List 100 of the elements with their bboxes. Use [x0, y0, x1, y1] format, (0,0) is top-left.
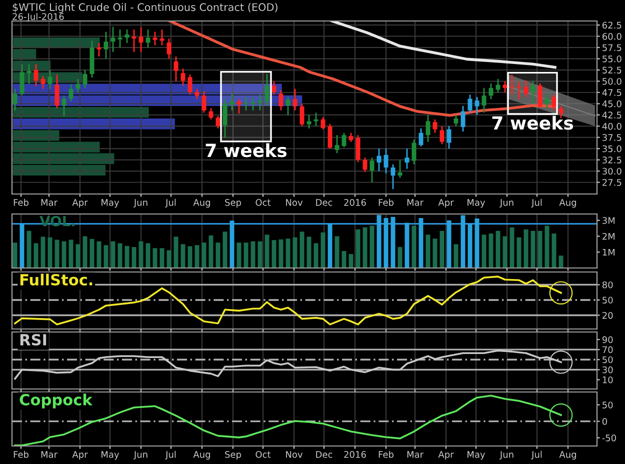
y-tick-label: 60.0	[602, 33, 622, 40]
x-tick-label: Sep	[225, 451, 242, 460]
bar	[104, 245, 108, 268]
candlestick	[538, 82, 542, 109]
candlestick	[146, 28, 150, 48]
bar	[404, 222, 410, 268]
x-tick-label: Aug	[559, 451, 576, 460]
candlestick	[264, 73, 270, 107]
line-series	[330, 21, 556, 69]
candlestick	[370, 156, 374, 184]
y-tick-label: 50	[602, 296, 613, 304]
y-tick-label: 47.5	[602, 89, 622, 96]
x-tick-label: Sep	[225, 199, 242, 208]
chart-title: RSI	[20, 334, 46, 346]
x-tick-label: May	[468, 451, 486, 460]
y-tick-label: 10	[602, 376, 613, 384]
candlestick	[12, 88, 18, 112]
candlestick	[76, 78, 80, 94]
bar	[124, 246, 130, 268]
x-tick-label: 2016	[344, 199, 366, 206]
bar	[390, 216, 396, 268]
candlestick	[258, 94, 262, 112]
bar	[300, 232, 304, 268]
chart-title: $WTIC Light Crude Oil - Continuous Contract (EOD)	[12, 3, 278, 14]
candlestick	[412, 138, 416, 166]
y-tick-label: 30.0	[602, 168, 622, 175]
candlestick	[20, 63, 24, 96]
band-label: 7 weeks	[492, 116, 574, 130]
x-tick-label: Jul	[531, 198, 542, 208]
x-tick-label: Oct	[256, 451, 271, 458]
candlestick	[524, 80, 528, 98]
candlestick	[48, 69, 52, 90]
bar	[250, 241, 256, 268]
x-tick-label: Apr	[438, 451, 454, 460]
x-tick-label: Nov	[286, 199, 303, 206]
bar	[510, 227, 514, 268]
candlestick	[300, 102, 304, 127]
bar	[454, 244, 458, 268]
x-tick-label: Feb	[14, 198, 28, 206]
y-tick-label: 20	[602, 312, 613, 319]
x-tick-label: Mar	[407, 199, 424, 206]
bar	[216, 242, 220, 268]
candlestick	[328, 123, 332, 150]
candlestick	[104, 31, 108, 60]
candlestick	[468, 94, 472, 114]
y-tick-label: 0	[602, 418, 608, 425]
bar	[180, 244, 186, 268]
candlestick	[488, 82, 494, 100]
bar	[90, 238, 94, 268]
candlestick	[188, 74, 192, 96]
candlestick	[34, 63, 38, 87]
bar	[166, 250, 172, 268]
candlestick	[314, 112, 318, 127]
candlestick	[440, 125, 444, 145]
bar	[488, 234, 494, 268]
x-tick-label: Aug	[193, 199, 210, 208]
y-tick-label: 55.0	[602, 55, 622, 62]
x-tick-label: 2016	[344, 451, 366, 458]
candlestick	[166, 38, 172, 60]
bar	[258, 241, 262, 268]
bar	[558, 256, 564, 268]
bar	[530, 230, 536, 268]
y-tick-label: 50	[602, 402, 613, 408]
y-tick-label: 1M	[602, 248, 615, 256]
candlestick	[278, 90, 284, 112]
candlestick	[244, 96, 248, 112]
bar	[152, 248, 158, 268]
y-tick-label: 2M	[602, 232, 615, 240]
candlestick	[180, 68, 186, 86]
x-tick-label: Jun	[499, 451, 514, 460]
bar	[440, 230, 444, 268]
y-tick-label: 27.5	[602, 179, 622, 186]
x-tick-label: Mar	[407, 451, 424, 458]
candlestick	[54, 74, 60, 109]
y-tick-label: 62.5	[602, 22, 622, 29]
y-tick-label: 42.5	[602, 112, 622, 118]
bar	[496, 230, 500, 268]
candlestick	[510, 74, 514, 96]
candlestick	[404, 148, 410, 170]
bar	[356, 229, 360, 268]
candlestick	[174, 56, 178, 82]
candlestick	[482, 87, 486, 114]
bar	[306, 236, 312, 268]
candlestick	[342, 132, 346, 148]
bar	[54, 240, 60, 268]
candlestick	[230, 93, 234, 112]
candlestick	[306, 114, 312, 130]
candlestick	[432, 118, 438, 134]
bar	[118, 243, 122, 268]
chart-title: Coppock	[20, 394, 93, 408]
y-tick-label: 35.0	[602, 145, 622, 152]
x-tick-label: Aug	[193, 451, 210, 460]
candlestick	[334, 134, 340, 154]
bar	[244, 242, 248, 268]
candlestick	[384, 148, 388, 174]
y-tick-label: 80	[602, 281, 613, 288]
y-tick-label: 40.0	[602, 122, 622, 130]
bar	[468, 224, 472, 268]
bar	[110, 241, 116, 268]
candlestick	[376, 148, 382, 172]
